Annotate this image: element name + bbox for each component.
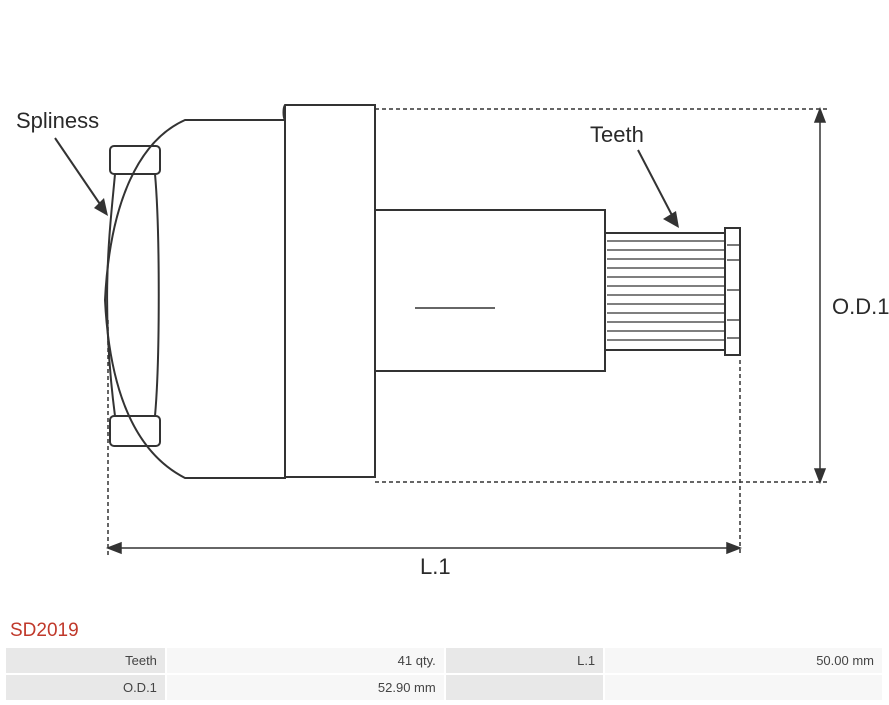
- spec-label: L.1: [446, 648, 603, 673]
- spec-value: 52.90 mm: [167, 675, 444, 700]
- label-l1: L.1: [420, 554, 451, 580]
- table-row: O.D.1 52.90 mm: [6, 675, 882, 700]
- part-code: SD2019: [0, 620, 889, 646]
- technical-drawing: [0, 0, 889, 620]
- teeth-hatch: [607, 241, 725, 340]
- diagram-area: Spliness Teeth O.D.1 L.1: [0, 0, 889, 620]
- dimension-od1: [375, 109, 828, 482]
- label-od1: O.D.1: [832, 294, 889, 320]
- spline-band-bottom: [110, 416, 160, 446]
- endcap-hatch: [727, 245, 740, 338]
- shaft-endcap: [725, 228, 740, 355]
- annotation-arrows: [55, 138, 679, 228]
- spec-label: [446, 675, 603, 700]
- table-row: Teeth 41 qty. L.1 50.00 mm: [6, 648, 882, 673]
- label-teeth: Teeth: [590, 122, 644, 148]
- spec-value: [605, 675, 882, 700]
- label-spliness: Spliness: [16, 108, 99, 134]
- spec-value: 41 qty.: [167, 648, 444, 673]
- spec-label: Teeth: [6, 648, 165, 673]
- spec-value: 50.00 mm: [605, 648, 882, 673]
- spec-table: Teeth 41 qty. L.1 50.00 mm O.D.1 52.90 m…: [4, 646, 884, 702]
- barrel-outline: [284, 105, 376, 477]
- dimension-l1: [108, 320, 740, 556]
- spec-label: O.D.1: [6, 675, 165, 700]
- shaft-base: [375, 210, 605, 371]
